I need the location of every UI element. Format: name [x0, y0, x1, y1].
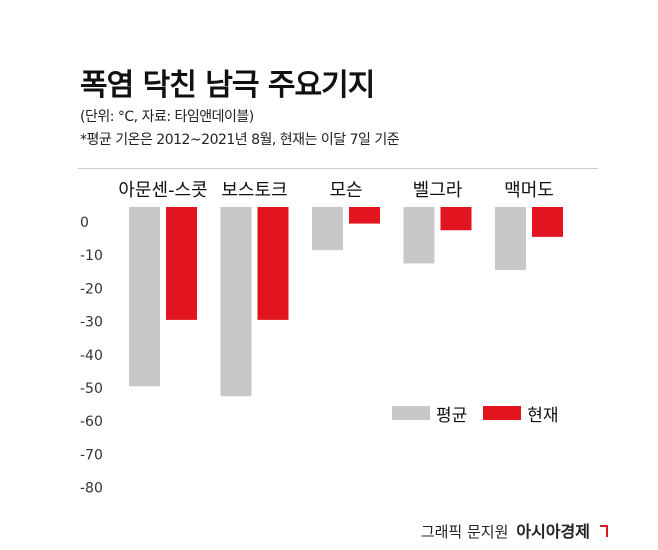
y-tick-label: -80 [80, 481, 103, 497]
legend-label-average: 평균 [436, 405, 468, 426]
y-tick-label: -50 [80, 381, 103, 397]
category-label: 벨그라 [413, 180, 463, 201]
credit-graphic: 그래픽 문지원 [420, 523, 509, 541]
brand-mark-icon [600, 525, 608, 537]
y-tick-label: -60 [80, 414, 103, 430]
legend-label-current: 현재 [527, 405, 559, 426]
chart-subtitle-note: *평균 기온은 2012~2021년 8월, 현재는 이달 7일 기준 [80, 132, 400, 148]
header-divider [78, 168, 598, 169]
y-tick-label: -40 [80, 348, 103, 364]
category-label: 아문센-스콧 [118, 180, 207, 201]
category-label: 모슨 [329, 180, 362, 201]
bar-current [257, 207, 289, 320]
bar-average [220, 207, 252, 397]
bar-current [532, 207, 563, 237]
legend-item-current: 현재 [483, 401, 559, 426]
y-tick-label: -20 [80, 281, 103, 297]
y-tick-label: -70 [80, 447, 103, 463]
bar-current [440, 207, 472, 231]
bar-average [403, 207, 435, 264]
bar-average [495, 207, 526, 271]
legend-item-average: 평균 [392, 401, 467, 426]
category-label: 보스토크 [221, 180, 287, 201]
bar-current [349, 207, 380, 224]
credit-brand: 아시아경제 [516, 522, 590, 541]
y-tick-label: -30 [80, 315, 103, 331]
credit: 그래픽 문지원 아시아경제 [421, 518, 608, 542]
legend: 평균 현재 [384, 396, 572, 430]
category-label: 맥머도 [504, 180, 554, 201]
legend-swatch-current [483, 406, 522, 420]
bar-average [129, 207, 160, 387]
chart-title: 폭염 닥친 남극 주요기지 [80, 68, 375, 103]
y-tick-label: 0 [80, 215, 89, 231]
bar-average [312, 207, 343, 251]
bar-current [166, 207, 197, 320]
chart-subtitle-units: (단위: °C, 자료: 타임앤데이블) [80, 109, 254, 125]
y-tick-label: -10 [80, 248, 103, 264]
legend-swatch-average [392, 406, 430, 420]
